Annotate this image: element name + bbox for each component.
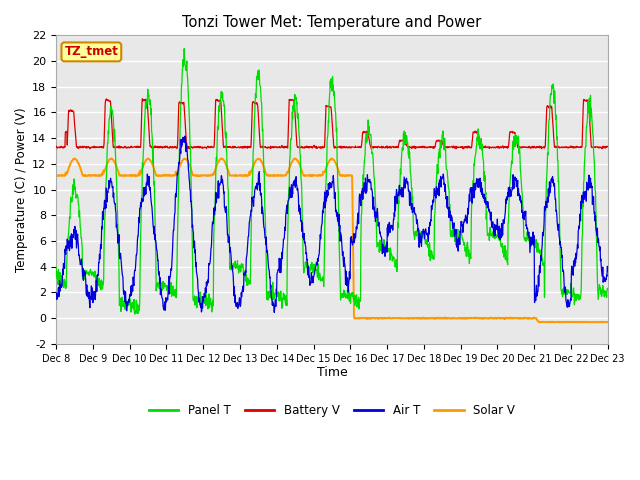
Text: TZ_tmet: TZ_tmet — [65, 46, 118, 59]
X-axis label: Time: Time — [317, 366, 348, 379]
Y-axis label: Temperature (C) / Power (V): Temperature (C) / Power (V) — [15, 108, 28, 272]
Legend: Panel T, Battery V, Air T, Solar V: Panel T, Battery V, Air T, Solar V — [144, 399, 520, 421]
Title: Tonzi Tower Met: Temperature and Power: Tonzi Tower Met: Temperature and Power — [182, 15, 481, 30]
